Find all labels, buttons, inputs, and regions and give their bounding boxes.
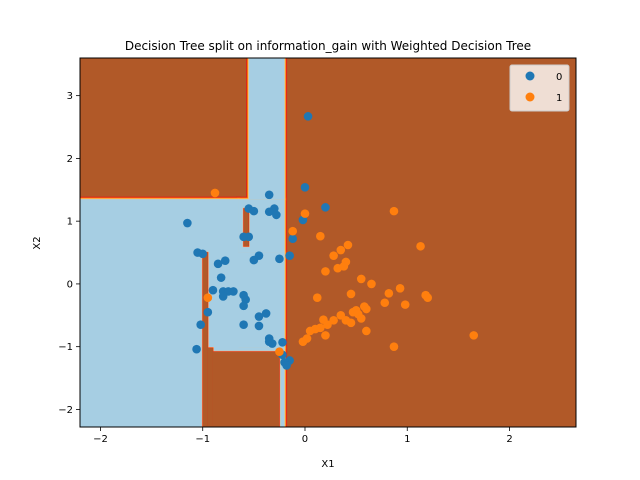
point-class-1-13: [356, 274, 366, 284]
point-class-1-0: [210, 188, 220, 198]
point-class-1-16: [384, 289, 394, 298]
point-class-0-0: [303, 112, 313, 121]
point-class-1-40: [469, 331, 479, 340]
x-axis: −2 −1 0 1 2: [93, 427, 513, 445]
point-class-1-22: [400, 300, 410, 309]
point-class-1-15: [395, 284, 405, 293]
point-class-1-6: [343, 240, 353, 250]
point-class-1-32: [329, 316, 338, 325]
chart-title: Decision Tree split on information_gain …: [125, 39, 531, 53]
point-class-1-12: [339, 262, 349, 271]
legend-marker-class-1: [525, 92, 535, 102]
y-tick-label-3: 1: [67, 217, 73, 228]
point-class-1-23: [380, 298, 390, 308]
point-class-1-43: [298, 337, 308, 346]
y-axis-label: X2: [32, 236, 43, 249]
x-tick-label-3: 1: [404, 434, 410, 445]
point-class-0-3: [264, 190, 274, 200]
point-class-0-2: [321, 203, 330, 212]
point-class-0-45: [282, 361, 291, 370]
point-class-0-32: [261, 309, 271, 318]
point-class-1-19: [423, 293, 433, 303]
legend-label-class-0: 0: [556, 72, 562, 83]
legend-marker-class-0: [525, 71, 535, 81]
point-class-0-10: [183, 218, 192, 228]
y-tick-label-4: 2: [67, 154, 73, 165]
point-class-0-13: [288, 234, 298, 244]
scatter-points: [183, 112, 479, 370]
point-class-1-10: [321, 267, 330, 276]
point-class-1-39: [362, 326, 371, 336]
point-class-1-34: [346, 318, 356, 328]
plot-frame: [79, 57, 577, 428]
point-class-0-19: [198, 249, 208, 259]
point-class-1-35: [323, 320, 332, 330]
region-class-1-fill-0: [202, 252, 208, 427]
point-class-0-39: [267, 339, 277, 348]
point-class-0-17: [249, 255, 259, 265]
point-class-1-8: [329, 251, 338, 260]
legend-box: [509, 64, 570, 112]
point-class-1-4: [316, 231, 325, 241]
point-class-0-40: [278, 337, 287, 347]
region-class-1-fill-2: [212, 351, 280, 427]
y-tick-label-0: −2: [58, 405, 73, 416]
point-class-0-20: [220, 256, 230, 265]
point-class-0-12: [239, 232, 248, 242]
point-class-0-22: [216, 273, 226, 282]
point-class-0-30: [239, 301, 248, 311]
x-tick-label-2: 0: [302, 434, 308, 445]
point-class-0-1: [300, 182, 310, 192]
point-class-1-45: [275, 347, 284, 356]
x-axis-label: X1: [321, 459, 334, 470]
point-class-1-21: [203, 293, 213, 303]
region-class-1-fill-1: [207, 347, 213, 427]
point-class-0-7: [264, 207, 274, 217]
point-class-0-15: [285, 251, 294, 260]
point-class-0-27: [229, 287, 238, 296]
region-class-0-fill-2: [212, 347, 285, 352]
x-tick-label-4: 2: [506, 434, 512, 445]
point-class-1-5: [416, 241, 425, 251]
x-tick-label-0: −2: [93, 434, 108, 445]
point-class-1-20: [312, 293, 322, 303]
point-class-0-8: [272, 210, 281, 220]
point-class-1-38: [305, 326, 315, 336]
point-class-0-35: [239, 320, 248, 330]
point-class-1-17: [346, 289, 356, 299]
y-tick-label-1: −1: [58, 342, 73, 353]
point-class-1-1: [300, 209, 310, 218]
point-class-0-41: [192, 344, 201, 354]
point-class-1-25: [362, 304, 371, 314]
plot-area: [80, 58, 576, 427]
point-class-0-6: [249, 206, 259, 216]
legend-label-class-1: 1: [556, 93, 562, 104]
region-class-0-fill-5: [248, 58, 285, 200]
y-tick-label-5: 3: [67, 91, 73, 102]
point-class-0-21: [213, 259, 223, 269]
point-class-1-14: [367, 279, 376, 289]
point-class-1-41: [321, 331, 330, 340]
point-class-0-34: [196, 320, 205, 330]
point-class-1-7: [336, 245, 346, 255]
point-class-0-31: [203, 307, 213, 317]
legend: 0 1: [509, 64, 570, 112]
point-class-0-33: [254, 312, 264, 321]
y-axis: −2 −1 0 1 2 3: [58, 91, 80, 416]
point-class-0-36: [254, 321, 264, 331]
point-class-1-30: [356, 314, 366, 323]
point-class-1-2: [389, 206, 399, 216]
y-tick-label-2: 0: [67, 279, 73, 290]
point-class-0-26: [218, 292, 228, 301]
region-class-1-fill-3: [243, 208, 249, 247]
point-class-1-44: [389, 342, 399, 351]
x-tick-label-1: −1: [195, 434, 210, 445]
point-class-1-3: [288, 226, 298, 236]
point-class-0-23: [208, 285, 218, 295]
point-class-0-16: [275, 254, 284, 264]
